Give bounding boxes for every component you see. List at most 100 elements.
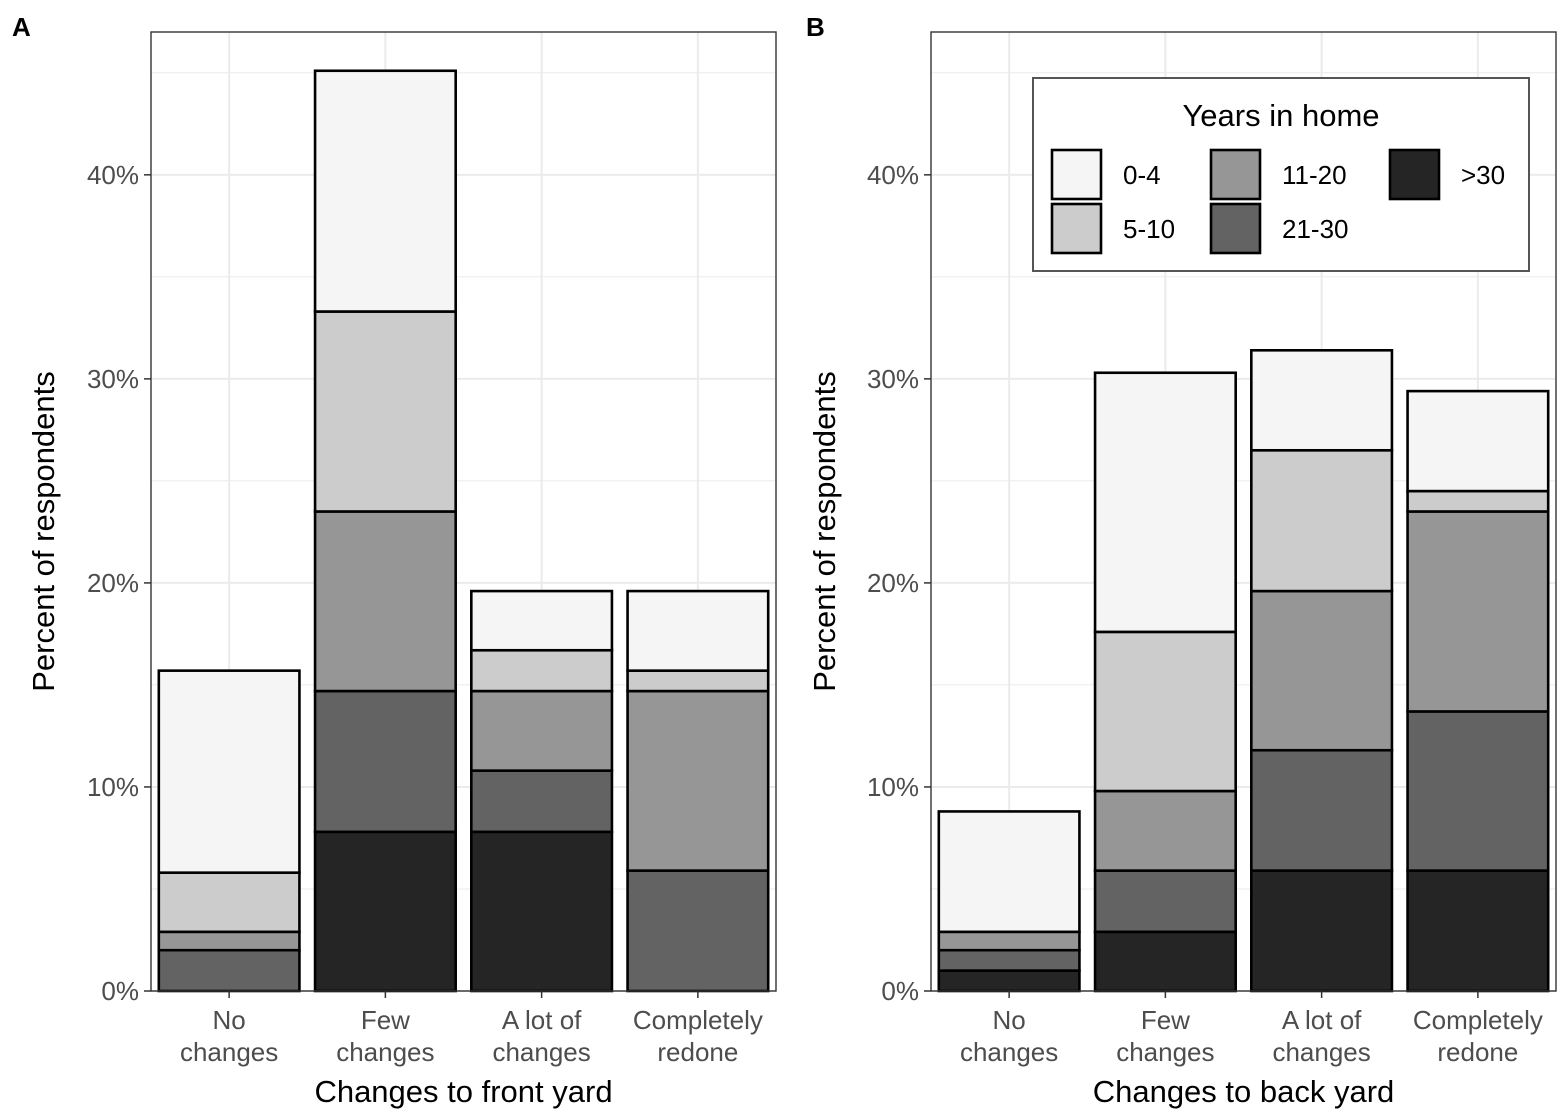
bar-segment-0-4-1: [937, 810, 1081, 934]
bar-segment-11-20-4: [626, 689, 770, 872]
bar-segment-21-30-1: [937, 948, 1081, 972]
bar-segment-0-4-4: [626, 589, 770, 672]
bar-segment-over30-1: [937, 969, 1081, 993]
legend-label: 0-4: [1123, 160, 1161, 190]
bar-segment-11-20-2: [313, 510, 457, 693]
bar-segment-21-30-3: [1250, 748, 1394, 872]
x-tick-label-line: redone: [657, 1037, 738, 1067]
bar-segment-0-4-2: [1093, 371, 1237, 634]
x-tick-label-line: Few: [1141, 1005, 1190, 1035]
x-tick-label-line: changes: [492, 1037, 590, 1067]
bar-segment-21-30-1: [157, 948, 301, 993]
x-tick-label-line: changes: [960, 1037, 1058, 1067]
bar-segment-over30-4: [1406, 869, 1550, 993]
x-tick-label: No changes: [180, 1005, 278, 1067]
legend-label: 21-30: [1282, 214, 1349, 244]
bar-segment-21-30-3: [470, 769, 614, 834]
legend-key-21-30: [1209, 202, 1262, 255]
bar-segment-11-20-2: [1093, 789, 1237, 872]
x-tick-label-line: A lot of: [502, 1005, 582, 1035]
panel-letter-b: B: [806, 12, 825, 42]
x-tick-label: No changes: [960, 1005, 1058, 1067]
y-tick-label: 20%: [867, 568, 919, 598]
y-tick-label: 10%: [867, 772, 919, 802]
x-tick-label-line: changes: [336, 1037, 434, 1067]
bar-segment-over30-3: [470, 830, 614, 993]
panel-b-x-axis-title: Changes to back yard: [1093, 1074, 1395, 1109]
bar-segment-21-30-4: [1406, 710, 1550, 872]
bar-segment-over30-2: [313, 830, 457, 993]
panel-letter-a: A: [12, 12, 31, 42]
bar-segment-11-20-1: [157, 930, 301, 952]
bar-segment-5-10-1: [157, 871, 301, 934]
x-tick-label-line: changes: [1116, 1037, 1214, 1067]
x-tick-label-line: Completely: [1413, 1005, 1543, 1035]
bar-segment-5-10-3: [1250, 448, 1394, 593]
bar-segment-0-4-3: [470, 589, 614, 652]
y-tick-label: 0%: [101, 976, 139, 1006]
legend-label: 11-20: [1282, 160, 1347, 190]
panel-a-x-axis-title: Changes to front yard: [314, 1074, 612, 1109]
panel-a-frame: [150, 31, 777, 992]
x-tick-label: Few changes: [336, 1005, 434, 1067]
legend: Years in home 0-4 5-10 11-20 21-30 >30: [1032, 77, 1530, 272]
legend-key-0-4: [1050, 148, 1103, 201]
bar-segment-0-4-3: [1250, 349, 1394, 452]
bar-segment-5-10-2: [313, 310, 457, 513]
bar-segment-0-4-4: [1406, 389, 1550, 493]
y-tick-label: 20%: [87, 568, 139, 598]
x-tick-label-line: Completely: [633, 1005, 763, 1035]
x-tick-label-line: Few: [361, 1005, 410, 1035]
legend-title: Years in home: [1182, 98, 1379, 133]
x-tick-label: A lot of changes: [1272, 1005, 1370, 1067]
legend-box: [1032, 77, 1530, 272]
y-tick-label: 40%: [87, 160, 139, 190]
legend-items: 0-4 5-10 11-20 21-30 >30: [1050, 148, 1505, 255]
legend-key-over30: [1388, 148, 1441, 201]
bar-segment-5-10-4: [626, 669, 770, 693]
x-tick-label-line: No: [213, 1005, 246, 1035]
y-tick-label: 0%: [881, 976, 919, 1006]
x-tick-label-line: redone: [1437, 1037, 1518, 1067]
bar-segment-11-20-4: [1406, 510, 1550, 713]
bar-segment-21-30-4: [626, 869, 770, 993]
legend-key-5-10: [1050, 202, 1103, 255]
y-tick-label: 30%: [87, 364, 139, 394]
bar-segment-21-30-2: [313, 689, 457, 834]
x-tick-label-line: changes: [1272, 1037, 1370, 1067]
x-tick-label-line: changes: [180, 1037, 278, 1067]
bar-segment-5-10-4: [1406, 489, 1550, 513]
panel-b-y-axis-title: Percent of respondents: [807, 371, 842, 692]
x-tick-label: Completely redone: [1413, 1005, 1543, 1067]
y-tick-label: 10%: [87, 772, 139, 802]
bar-segment-0-4-1: [157, 669, 301, 874]
x-tick-label: A lot of changes: [492, 1005, 590, 1067]
legend-key-11-20: [1209, 148, 1262, 201]
x-tick-label-line: No: [993, 1005, 1026, 1035]
x-tick-label: Completely redone: [633, 1005, 763, 1067]
panel-b-frame: [930, 31, 1557, 992]
bar-segment-0-4-2: [313, 69, 457, 313]
x-tick-label-line: A lot of: [1282, 1005, 1362, 1035]
bar-segment-5-10-3: [470, 648, 614, 693]
bar-segment-5-10-2: [1093, 630, 1237, 793]
panel-a-y-axis-title: Percent of respondents: [26, 371, 61, 692]
legend-label: >30: [1461, 160, 1505, 190]
x-tick-label: Few changes: [1116, 1005, 1214, 1067]
y-tick-label: 30%: [867, 364, 919, 394]
bar-segment-21-30-2: [1093, 869, 1237, 934]
panel-b-bars: [937, 349, 1550, 993]
bar-segment-11-20-3: [1250, 589, 1394, 752]
bar-segment-over30-2: [1093, 930, 1237, 993]
bar-segment-11-20-3: [470, 689, 614, 772]
panel-a-bars: [157, 69, 770, 993]
bar-segment-over30-3: [1250, 869, 1394, 993]
y-tick-label: 40%: [867, 160, 919, 190]
legend-label: 5-10: [1123, 214, 1175, 244]
bar-segment-11-20-1: [937, 930, 1081, 952]
